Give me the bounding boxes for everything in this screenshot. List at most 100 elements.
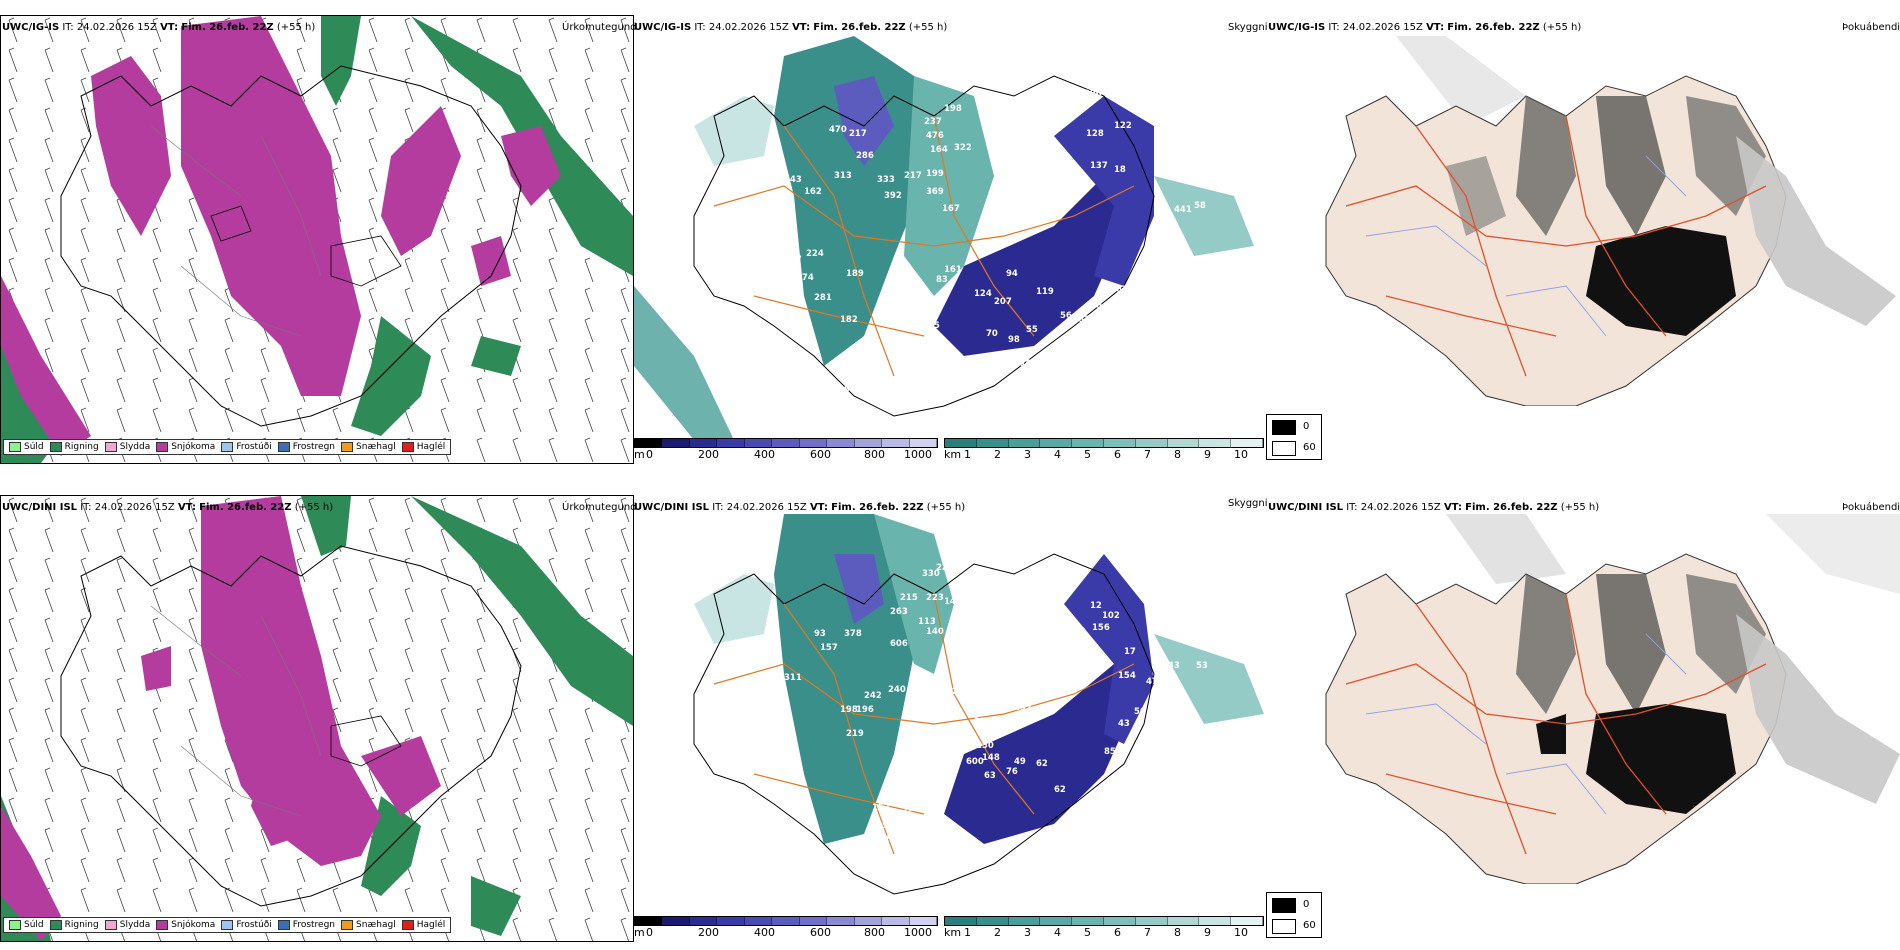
visibility-number-labels: 290 198 217 470 237 476 164 322 343 286 … xyxy=(774,89,1206,395)
legend-label: Rigning xyxy=(64,920,99,930)
legend-item-snjokoma: Snjókoma xyxy=(156,442,215,452)
vis-number-label: 62 xyxy=(1078,315,1090,325)
fog-index-map-ig-is xyxy=(1266,36,1900,406)
colorbar-tick: 5 xyxy=(1084,926,1091,939)
colorbar-tick: 8 xyxy=(1174,926,1181,939)
fog-index-map-dini-isl xyxy=(1266,514,1900,884)
colorbar-tick: 1 xyxy=(964,448,971,461)
vis-number-label: 62 xyxy=(1036,759,1048,769)
colorbar-tick: 10 xyxy=(1234,448,1248,461)
colorbar-unit: km xyxy=(944,926,962,939)
vis-number-label: 476 xyxy=(926,131,944,141)
legend-item-snaehagl: Snæhagl xyxy=(341,442,396,452)
legend-label: Snjókoma xyxy=(171,442,216,452)
vis-number-label: 325 xyxy=(974,717,992,727)
vis-number-label: 167 xyxy=(942,204,960,214)
legend-item-frostregn: Frostregn xyxy=(277,442,335,452)
vis-number-label: 56 xyxy=(1060,311,1072,321)
vis-number-label: 217 xyxy=(904,171,922,181)
vis-number-label: 198 xyxy=(944,104,962,114)
vis-number-label: 94 xyxy=(844,385,856,395)
colorbar-m-strip xyxy=(634,916,938,926)
legend-swatch xyxy=(341,920,354,930)
legend-label: Slydda xyxy=(119,442,151,452)
vis-number-label: 119 xyxy=(1036,287,1054,297)
vis-number-label: 142 xyxy=(1080,549,1098,559)
vis-number-label: 330 xyxy=(922,569,940,579)
vis-number-label: 223 xyxy=(926,593,944,603)
vis-number-label: 199 xyxy=(926,169,944,179)
colorbar-tick: 1000 xyxy=(904,926,932,939)
vis-number-label: 263 xyxy=(890,607,908,617)
vis-number-label: 67 xyxy=(1116,285,1128,295)
panel-header-fog: UWC/IG-IS IT: 24.02.2026 15Z VT: Fim. 26… xyxy=(1268,22,1581,33)
panel-title: Úrkomutegund xyxy=(562,22,637,33)
colorbar-tick: 4 xyxy=(1054,448,1061,461)
legend-item-snjokoma: Snjókoma xyxy=(156,920,215,930)
fog-index-legend: 0 60 xyxy=(1266,414,1322,460)
panel-title: Þokuábendi xyxy=(1842,22,1900,33)
legend-swatch xyxy=(9,920,21,930)
vis-number-label: 63 xyxy=(984,771,996,781)
vis-number-label: 311 xyxy=(784,673,802,683)
vis-number-label: 161 xyxy=(944,265,962,275)
vis-number-label: 148 xyxy=(982,753,1000,763)
init-time: 24.02.2026 15Z xyxy=(94,502,175,513)
model-name: UWC/DINI ISL xyxy=(1268,502,1344,513)
legend-item-slydda: Slydda xyxy=(104,920,150,930)
colorbar-tick: 400 xyxy=(754,448,775,461)
precip-type-map-dini-isl: Súld Rigning Slydda Snjókoma Frostúði Fr… xyxy=(0,495,634,942)
panel-title: Skyggni xyxy=(1228,22,1268,33)
colorbar-tick: 9 xyxy=(1204,926,1211,939)
init-time: 24.02.2026 15Z xyxy=(726,502,807,513)
colorbar-tick: 200 xyxy=(698,448,719,461)
precip-type-legend: Súld Rigning Slydda Snjókoma Frostúði Fr… xyxy=(3,917,452,933)
legend-item-haglel: Haglél xyxy=(401,920,445,930)
vis-number-label: 189 xyxy=(846,269,864,279)
colorbar-unit: km xyxy=(944,448,962,461)
precip-type-map-ig-is: Súld Rigning Slydda Snjókoma Frostúði Fr… xyxy=(0,15,634,464)
panel-header-precip: UWC/IG-IS IT: 24.02.2026 15Z VT: Fim. 26… xyxy=(2,22,315,33)
model-name: UWC/IG-IS xyxy=(634,22,692,33)
vis-number-label: 161 xyxy=(868,385,886,395)
fog-label: 0 xyxy=(1303,899,1310,910)
lead-time: (+55 h) xyxy=(908,22,948,33)
vt-label: VT: xyxy=(1426,22,1445,33)
valid-time: Fim. 26.feb. 22Z xyxy=(1465,502,1558,513)
legend-swatch xyxy=(104,442,117,452)
vt-label: VT: xyxy=(809,502,828,513)
vis-number-label: 187 xyxy=(784,255,802,265)
vis-number-label: 333 xyxy=(877,175,895,185)
fog-label: 60 xyxy=(1303,920,1316,931)
colorbar-tick: 3 xyxy=(1024,926,1031,939)
vis-number-label: 392 xyxy=(884,191,902,201)
precip-map-graphic xyxy=(1,496,633,941)
visibility-m-colorbar: m 0 200 400 600 800 1000 xyxy=(634,916,938,946)
fog-swatch-0 xyxy=(1272,420,1296,435)
it-label: IT: xyxy=(712,502,724,513)
vis-number-label: 109 xyxy=(1020,359,1038,369)
vis-number-label: 154 xyxy=(1118,671,1136,681)
colorbar-tick: 0 xyxy=(646,926,653,939)
valid-time: Fim. 26.feb. 22Z xyxy=(199,502,292,513)
legend-swatch xyxy=(341,442,354,452)
panel-title: Úrkomutegund xyxy=(562,502,637,513)
vt-label: VT: xyxy=(160,22,179,33)
vis-number-label: 182 xyxy=(840,315,858,325)
vt-label: VT: xyxy=(792,22,811,33)
colorbar-tick: 1000 xyxy=(904,448,932,461)
vis-number-label: 600 xyxy=(966,757,984,767)
precip-type-legend: Súld Rigning Slydda Snjókoma Frostúði Fr… xyxy=(3,439,452,455)
vis-number-label: 343 xyxy=(784,175,802,185)
legend-label: Rigning xyxy=(64,442,99,452)
vis-number-label: 70 xyxy=(986,329,998,339)
vis-number-label: 313 xyxy=(834,171,852,181)
vis-number-label: 82 xyxy=(946,687,958,697)
vis-number-label: 17 xyxy=(1174,245,1186,255)
visibility-map-graphic: 290 198 217 470 237 476 164 322 343 286 … xyxy=(634,36,1266,440)
it-label: IT: xyxy=(694,22,706,33)
vis-number-label: 122 xyxy=(774,273,792,283)
colorbar-tick: 9 xyxy=(1204,448,1211,461)
legend-item-sudl: Súld xyxy=(9,920,44,930)
colorbar-tick: 800 xyxy=(864,448,885,461)
